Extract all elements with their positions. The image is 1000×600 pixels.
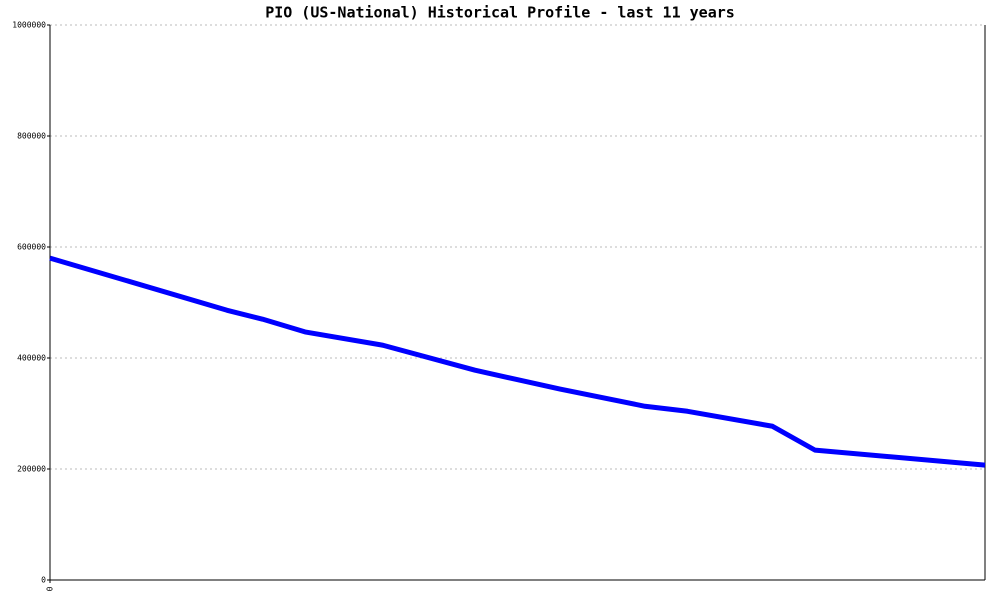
y-tick-label: 800000: [17, 132, 46, 141]
y-tick-label: 600000: [17, 243, 46, 252]
y-tick-label: 400000: [17, 354, 46, 363]
y-tick-label: 1000000: [12, 21, 46, 30]
y-tick-label: 0: [41, 576, 46, 585]
x-tick-label: 0: [46, 586, 55, 591]
data-line: [49, 255, 986, 468]
y-tick-label: 200000: [17, 465, 46, 474]
chart-title: PIO (US-National) Historical Profile - l…: [265, 4, 735, 22]
